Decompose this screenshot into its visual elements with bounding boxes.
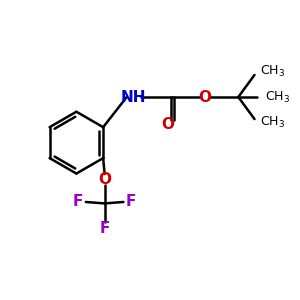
Text: F: F [73, 194, 83, 209]
Text: O: O [98, 172, 111, 187]
Text: NH: NH [121, 89, 146, 104]
Text: O: O [198, 89, 211, 104]
Text: F: F [126, 194, 136, 209]
Text: O: O [162, 118, 175, 133]
Text: CH$_3$: CH$_3$ [260, 64, 286, 79]
Text: CH$_3$: CH$_3$ [260, 116, 286, 130]
Text: CH$_3$: CH$_3$ [266, 89, 290, 105]
Text: F: F [99, 221, 110, 236]
